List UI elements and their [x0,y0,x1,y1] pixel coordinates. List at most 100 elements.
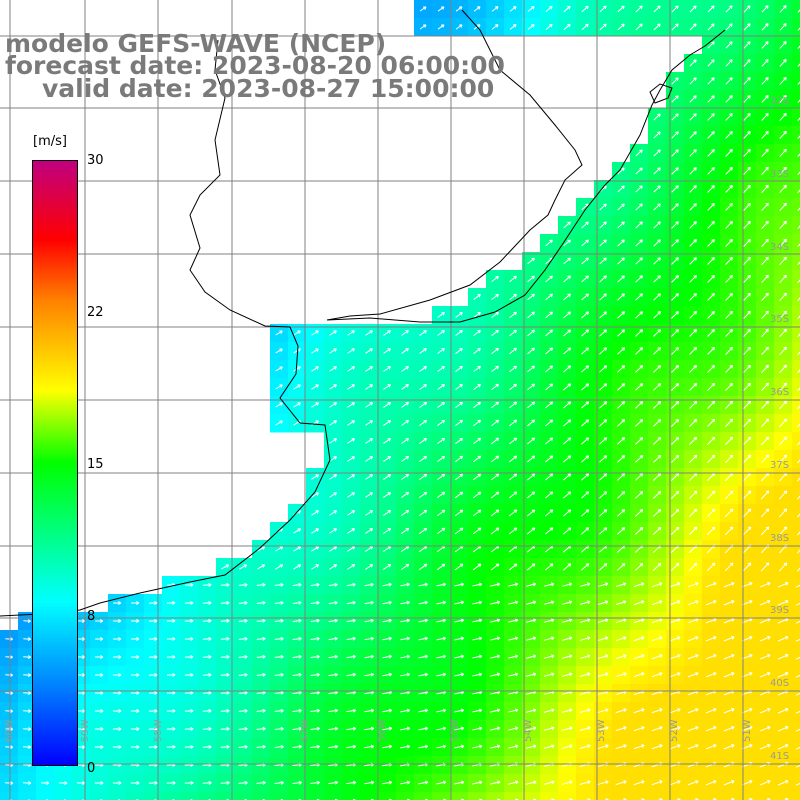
wind-arrow [707,185,715,193]
wind-arrow [707,23,715,31]
wind-cell [792,180,800,199]
wind-arrow [617,275,625,283]
wind-arrow [419,330,427,336]
wind-arrow [401,330,409,336]
wind-arrow [563,257,571,265]
wind-arrow [779,256,787,266]
wind-arrow [761,59,769,67]
wind-arrow [797,27,800,31]
wind-arrow [635,275,643,283]
wind-cell [504,792,523,800]
wind-cell [792,396,800,415]
wind-arrow [689,239,697,247]
wind-cell [792,522,800,541]
wind-cell [486,792,505,800]
wind-arrow [689,203,697,211]
wind-arrow [779,76,787,85]
wind-arrow [779,220,787,230]
colorbar-unit-label: [m/s] [33,134,67,149]
colorbar-tick-22: 22 [87,305,104,320]
wind-cell [180,792,199,800]
wind-arrow [635,185,643,193]
wind-arrow [563,221,571,229]
wind-arrow [761,112,769,121]
wind-arrow [743,95,751,103]
wind-cell [468,792,487,800]
wind-arrow [473,293,481,300]
wind-arrow [725,41,733,49]
wind-arrow [743,5,751,13]
wind-cell [792,504,800,523]
wind-cell [792,306,800,325]
wind-cell [792,558,800,577]
wind-cell [792,324,800,343]
wind-arrow [671,95,679,103]
wind-arrow [617,23,625,31]
wind-cell [792,774,800,793]
wind-arrow [797,297,800,302]
wind-arrow [581,221,589,229]
wind-cell [396,792,415,800]
wind-arrow [689,275,697,283]
wind-arrow [743,184,751,193]
wind-arrow [581,5,589,13]
wind-arrow [617,185,625,193]
wind-arrow [779,5,787,13]
wind-arrow [581,23,589,31]
wind-arrow [563,239,571,247]
wind-arrow [617,167,625,175]
wind-arrow [671,185,679,193]
wind-cell [738,792,757,800]
longitude-label: 59W [80,719,91,742]
wind-arrow [509,24,517,30]
wind-arrow [779,310,787,320]
wind-cell [270,792,289,800]
wind-arrow [635,5,643,13]
wind-arrow [743,23,751,31]
wind-arrow [689,185,697,193]
wind-arrow [743,292,751,301]
longitude-label: 57W [300,719,311,742]
wind-arrow [653,275,661,283]
wind-arrow [545,5,553,12]
wind-cell [324,792,343,800]
valid-date: valid date: 2023-08-27 15:00:00 [42,74,495,103]
wind-arrow [725,274,733,283]
wind-cell [594,792,613,800]
wind-cell [792,720,800,739]
longitude-label: 55W [450,719,461,742]
wind-arrow [761,256,769,266]
longitude-label: 52W [669,719,680,742]
wind-arrow [527,293,535,301]
wind-arrow [509,293,517,301]
wind-arrow [617,311,626,319]
wind-cell [342,792,361,800]
wind-arrow [797,225,800,230]
wind-cell [792,198,800,217]
wind-arrow [599,293,607,301]
wind-cell [792,18,800,37]
latitude-label: 40S [770,678,789,689]
wind-cell [450,792,469,800]
colorbar [32,160,78,766]
longitude-label: 54W [523,719,534,742]
wind-cell [792,486,800,505]
wind-cell [792,702,800,721]
wind-cell [18,792,37,800]
wind-arrow [653,113,661,121]
wind-arrow [635,221,643,229]
wind-arrow [725,292,733,301]
latitude-label: 37S [770,460,789,471]
wind-arrow [779,148,787,158]
wind-arrow [779,41,787,49]
wind-arrow [743,130,751,139]
wind-arrow [761,166,769,175]
wind-arrows [5,5,800,800]
wind-arrow [599,239,607,247]
wind-arrow [599,275,607,283]
wind-arrow [761,274,769,284]
wind-arrow [509,275,517,283]
wind-arrow [365,330,373,336]
wind-cell [792,432,800,451]
longitude-label: 60W [4,719,15,742]
